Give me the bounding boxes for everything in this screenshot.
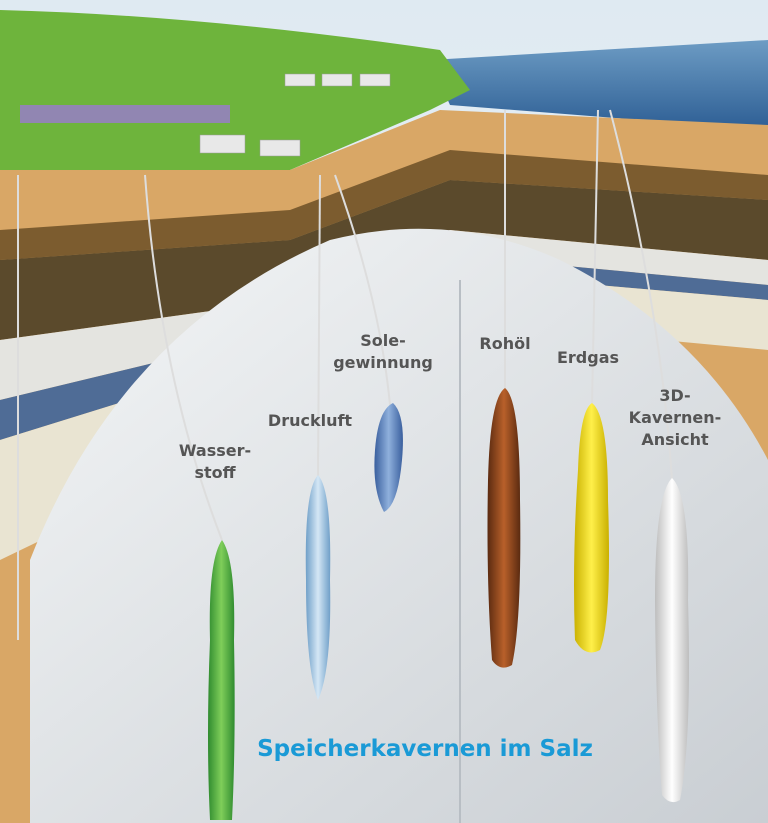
cavern-label: gewinnung: [333, 353, 433, 372]
land: [0, 10, 470, 170]
cavern-label: Wasser-: [179, 441, 251, 460]
cavern-label: stoff: [194, 463, 236, 482]
sea: [430, 40, 768, 130]
labels: Wasser-stoff Druckluft Sole-gewinnung Rohöl…: [179, 331, 721, 482]
cavern-hydrogen: [208, 540, 235, 820]
cavern-air: [305, 475, 331, 700]
cavern-gas: [574, 403, 609, 653]
pipes: [17, 109, 673, 640]
cavern-label: Druckluft: [268, 411, 353, 430]
stratum-dark: [0, 150, 768, 260]
title: Speicherkavernen im Salz: [257, 736, 593, 762]
cavern-label: 3D-: [659, 386, 690, 405]
tanks: [199, 73, 391, 157]
cavern-brine: [374, 403, 403, 512]
cavern-label: Kavernen-: [629, 408, 722, 427]
cavern-3d: [655, 478, 689, 803]
cavern-label: Sole-: [360, 331, 406, 350]
solar-field: [20, 105, 230, 123]
cavern-label: Rohöl: [479, 334, 530, 353]
cavern-label: Erdgas: [557, 348, 619, 367]
stratum-brown: [0, 180, 768, 340]
cavern-oil: [487, 388, 521, 668]
cavern-label: Ansicht: [641, 430, 709, 449]
